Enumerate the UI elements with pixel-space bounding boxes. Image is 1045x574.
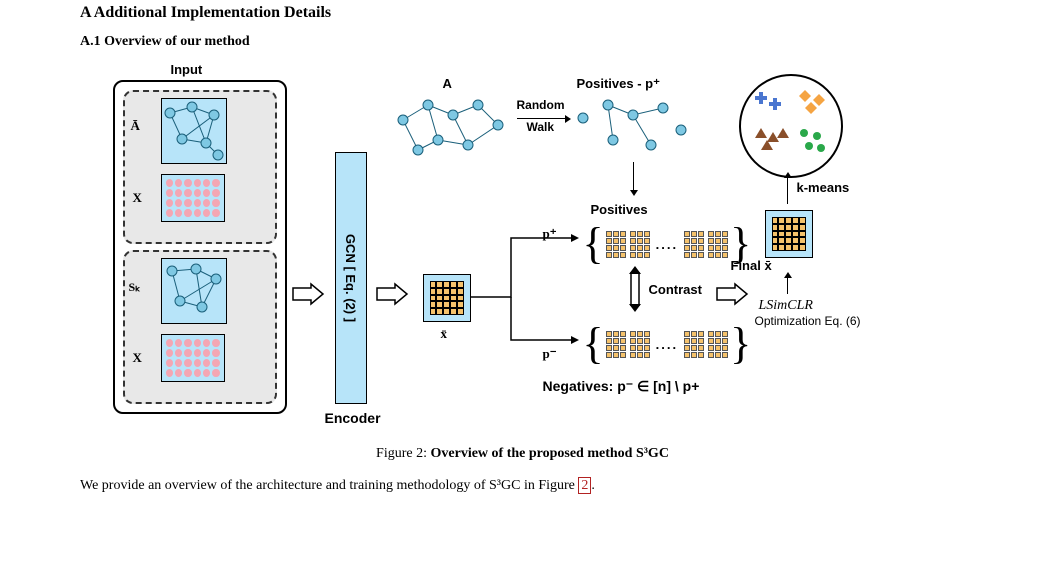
body-text-before: We provide an overview of the architectu… (80, 478, 578, 493)
label-Sk: Sₖ (129, 280, 141, 295)
subsection-heading: A.1 Overview of our method (80, 34, 965, 50)
matrix-X-2 (161, 334, 225, 382)
label-A-bar: Ā (131, 118, 140, 134)
graph-Sk (161, 258, 227, 324)
arrow-input-encoder (291, 282, 325, 306)
figure-diagram: Input Ā (83, 62, 963, 442)
label-X-1: X (133, 190, 142, 206)
label-random-walk-top: Random (517, 98, 565, 112)
label-X-2: X (133, 350, 142, 366)
encoder-box-text: GCN [ Eq. (2) ] (343, 234, 358, 322)
caption-title: Overview of the proposed method S³GC (431, 446, 669, 461)
label-xbar: x̄ (441, 326, 448, 342)
body-paragraph: We provide an overview of the architectu… (80, 478, 965, 494)
arrow-to-loss (715, 282, 749, 306)
arrow-down-head (630, 190, 638, 196)
arrow-encoder-xbar (375, 282, 409, 306)
graph-A-svg (393, 90, 513, 170)
arrow-up-to-final (787, 276, 788, 294)
caption-prefix: Figure 2: (376, 446, 430, 461)
label-random-walk-bottom: Walk (527, 120, 555, 134)
label-encoder: Encoder (325, 410, 381, 426)
contrast-double-arrow (625, 264, 645, 314)
final-xbar-grid (765, 210, 813, 258)
encoder-box: GCN [ Eq. (2) ] (335, 152, 367, 404)
xbar-grid (423, 274, 471, 322)
label-kmeans: k-means (797, 180, 850, 195)
label-p-minus: p⁻ (543, 346, 557, 362)
label-contrast: Contrast (649, 282, 702, 297)
label-positives: Positives (591, 202, 648, 217)
graph-A-bar (161, 98, 227, 164)
matrix-X-1 (161, 174, 225, 222)
cluster-circle (739, 74, 843, 178)
figure-ref-link[interactable]: 2 (578, 477, 591, 494)
label-input: Input (171, 62, 203, 77)
split-connector (471, 222, 591, 352)
label-graph-A: A (443, 76, 452, 91)
body-text-after: . (591, 478, 595, 493)
graph-positives-svg (573, 90, 693, 170)
arrow-up-kmeans (787, 176, 788, 204)
section-heading: A Additional Implementation Details (80, 4, 965, 22)
arrow-random-walk (517, 118, 565, 119)
label-negatives-line: Negatives: p⁻ ∈ [n] \ p+ (543, 378, 700, 395)
arrow-up-head-final (784, 272, 792, 278)
negatives-set: { .... } (583, 322, 752, 366)
positives-set: { .... } (583, 222, 752, 266)
label-final-xbar: Final x̄ (731, 258, 772, 273)
figure-caption: Figure 2: Overview of the proposed metho… (80, 446, 965, 462)
label-loss: LSimCLR (759, 298, 813, 314)
arrow-down-to-positives (633, 162, 634, 192)
label-optim: Optimization Eq. (6) (755, 314, 861, 328)
